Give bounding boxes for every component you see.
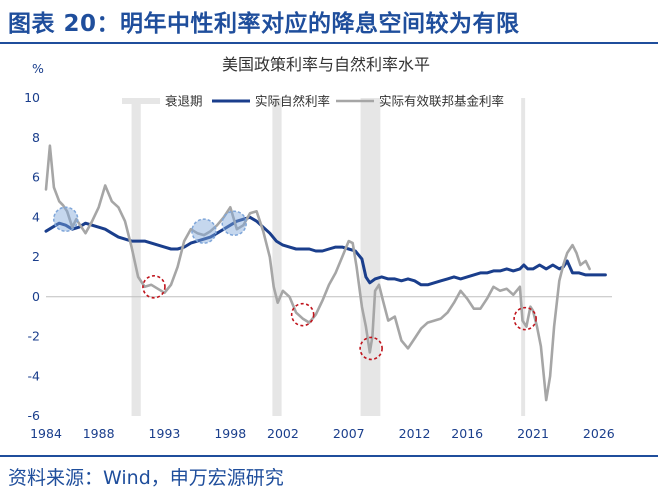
- y-tick-label: 10: [24, 90, 40, 105]
- highlight-circle-blue: [52, 206, 79, 232]
- x-tick-label: 1998: [214, 426, 246, 441]
- recession-band: [272, 98, 282, 416]
- x-tick-label: 2026: [583, 426, 615, 441]
- y-tick-label: -2: [28, 329, 40, 344]
- x-tick-label: 2016: [451, 426, 483, 441]
- natural-rate-line: [44, 215, 607, 287]
- legend-label-recession: 衰退期: [165, 94, 203, 109]
- legend-label-effective: 实际有效联邦基金利率: [379, 94, 504, 109]
- x-tick-label: 2007: [333, 426, 365, 441]
- y-axis-unit: %: [32, 61, 44, 76]
- highlight-circle-red: [142, 275, 166, 299]
- x-tick-label: 1993: [149, 426, 181, 441]
- highlight-circle-red: [513, 306, 537, 331]
- chart-title: 美国政策利率与自然利率水平: [222, 55, 430, 74]
- figure-title: 图表 20：明年中性利率对应的降息空间较为有限: [8, 11, 520, 37]
- highlight-circle-red: [290, 302, 315, 327]
- x-tick-label: 1988: [83, 426, 115, 441]
- recession-band: [131, 98, 141, 416]
- y-tick-label: 2: [32, 249, 40, 264]
- recession-band: [360, 98, 381, 416]
- highlight-circle-blue: [191, 218, 217, 244]
- source-rule: [0, 455, 658, 457]
- legend-label-natural: 实际自然利率: [255, 94, 330, 109]
- y-tick-label: 4: [32, 209, 40, 224]
- highlight-circle-red: [359, 336, 383, 361]
- effective-rate-line: [44, 144, 591, 402]
- highlight-circle-blue: [221, 210, 247, 236]
- policy-vs-natural-rate-chart: 美国政策利率与自然利率水平 % -6 -4 -2 0 2 4 6 8 10 1984 1988 199…: [24, 55, 615, 441]
- source-note: 资料来源：Wind，申万宏源研究: [8, 467, 284, 489]
- y-tick-label: -6: [28, 408, 41, 423]
- y-tick-label: 0: [32, 289, 40, 304]
- x-tick-label: 2021: [517, 426, 549, 441]
- y-tick-label: 6: [32, 170, 40, 185]
- x-tick-label: 2002: [267, 426, 299, 441]
- x-tick-label: 2012: [399, 426, 431, 441]
- y-tick-label: -4: [28, 368, 41, 383]
- recession-band: [521, 98, 526, 416]
- y-tick-label: 8: [32, 130, 40, 145]
- title-rule: [0, 42, 658, 44]
- x-tick-label: 1984: [30, 426, 62, 441]
